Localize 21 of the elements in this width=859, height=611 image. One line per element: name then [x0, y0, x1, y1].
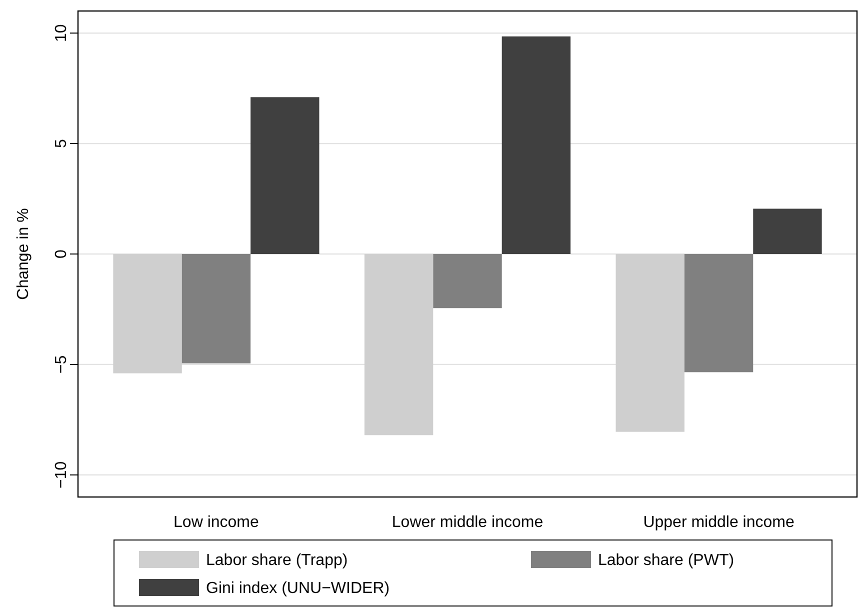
x-tick-label: Low income — [174, 514, 259, 531]
bar — [364, 254, 434, 436]
legend-label: Labor share (Trapp) — [206, 552, 348, 569]
y-tick-label: −10 — [53, 461, 70, 488]
bar — [433, 254, 502, 308]
x-tick-label: Lower middle income — [392, 514, 544, 531]
y-tick-label: −5 — [53, 355, 70, 374]
bar — [113, 254, 182, 374]
bar — [684, 254, 754, 372]
y-tick-label: 0 — [53, 249, 70, 258]
bar — [502, 36, 571, 254]
bar — [182, 254, 251, 364]
legend-label: Gini index (UNU−WIDER) — [206, 580, 390, 597]
legend-label: Labor share (PWT) — [598, 552, 734, 569]
y-tick-label: 10 — [53, 24, 70, 42]
bar — [250, 97, 320, 254]
x-tick-label: Upper middle income — [643, 514, 794, 531]
y-tick-label: 5 — [53, 139, 70, 148]
y-axis-title: Change in % — [15, 208, 32, 300]
bar — [616, 254, 684, 432]
bar — [753, 208, 822, 254]
